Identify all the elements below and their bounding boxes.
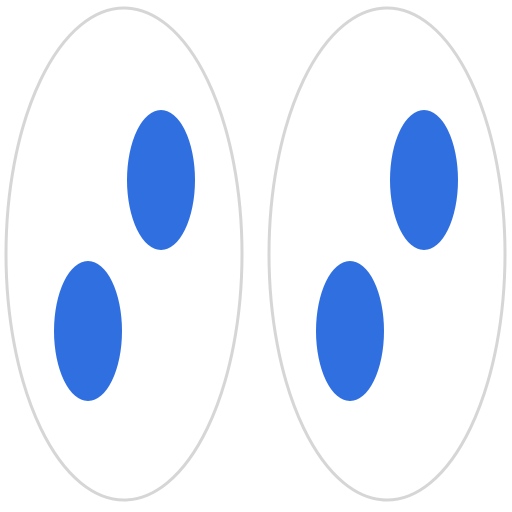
left-oval-top-dot xyxy=(127,110,195,250)
right-oval-top-dot xyxy=(390,110,458,250)
left-oval-group xyxy=(4,6,244,502)
left-oval-bottom-dot xyxy=(54,261,122,401)
right-oval-outline xyxy=(267,6,507,502)
right-oval-bottom-dot xyxy=(316,261,384,401)
right-oval-group xyxy=(267,6,507,502)
left-oval-outline xyxy=(4,6,244,502)
